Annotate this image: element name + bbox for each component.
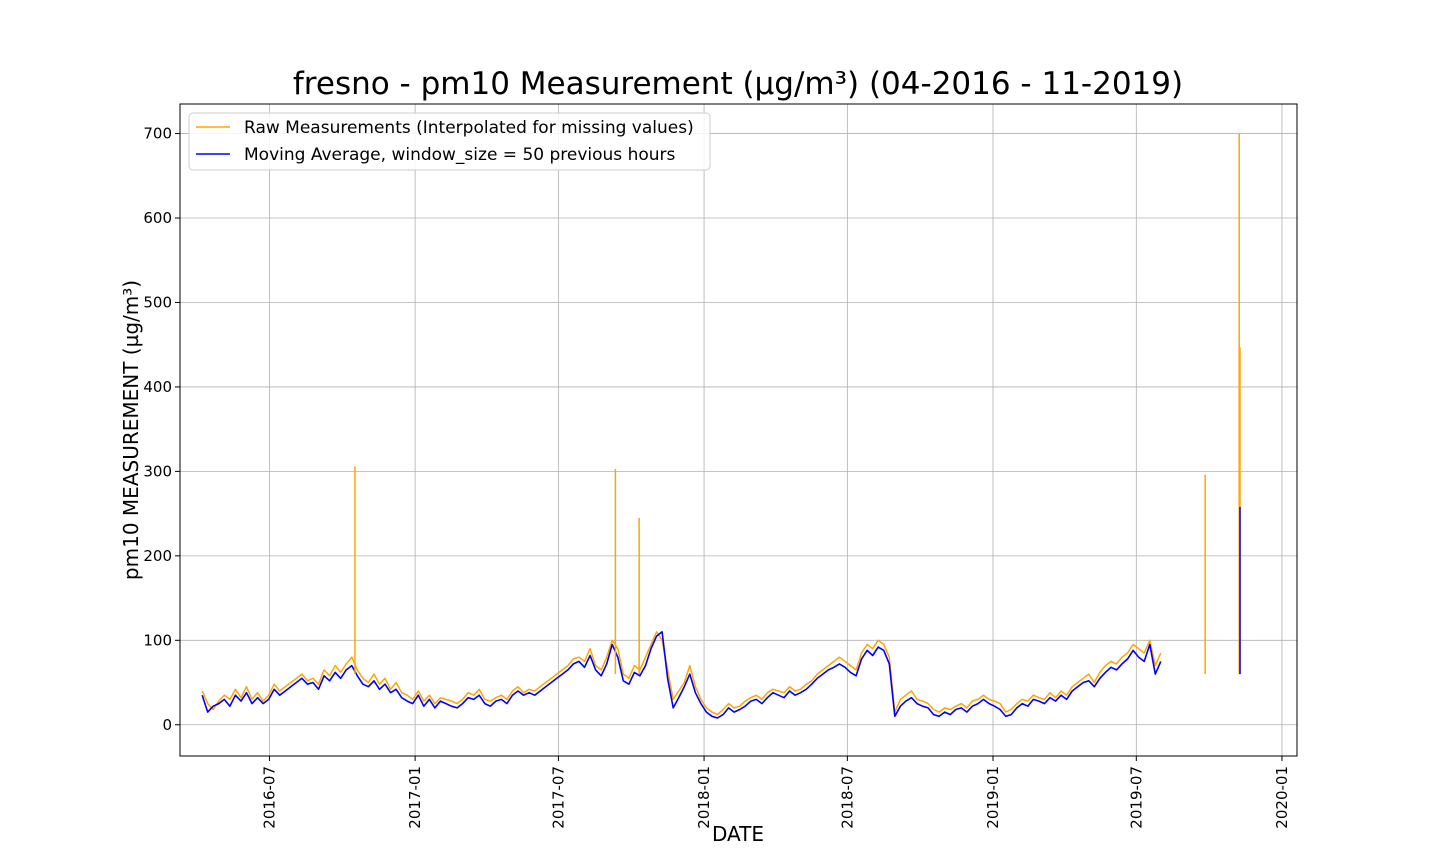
x-tick-label: 2016-07 [260,766,278,829]
x-tick-label: 2017-07 [549,766,567,829]
series-lines [201,133,1241,719]
x-tick-label: 2018-01 [695,766,713,829]
legend-average-label: Moving Average, window_size = 50 previou… [244,145,676,165]
axis-ticks: 2016-07 2017-01 2017-07 2018-01 2018-07 2019-… [143,125,1291,829]
y-tick-label: 0 [162,716,172,734]
x-tick-label: 2020-01 [1273,766,1291,829]
chart-title: fresno - pm10 Measurement (µg/m³) (04-20… [293,66,1183,102]
legend-raw-label: Raw Measurements (Interpolated for missi… [244,118,694,138]
y-tick-label: 400 [143,378,172,396]
x-axis-label: DATE [712,822,764,846]
y-axis-label: pm10 MEASUREMENT (µg/m³) [119,280,143,580]
y-tick-label: 300 [143,462,172,480]
plot-frame [179,103,1298,757]
y-tick-label: 700 [143,125,172,143]
legend-box [188,112,711,171]
raw-measurements-line [201,631,1162,716]
grid [180,104,1297,756]
legend: Raw Measurements (Interpolated for missi… [188,112,711,171]
x-tick-label: 2018-07 [838,766,856,829]
x-tick-label: 2017-01 [406,766,424,829]
y-tick-label: 100 [143,631,172,649]
moving-average-line [201,630,1162,719]
x-tick-label: 2019-01 [984,766,1002,829]
y-tick-label: 500 [143,293,172,311]
y-tick-label: 200 [143,547,172,565]
x-tick-label: 2019-07 [1127,766,1145,829]
y-tick-label: 600 [143,209,172,227]
